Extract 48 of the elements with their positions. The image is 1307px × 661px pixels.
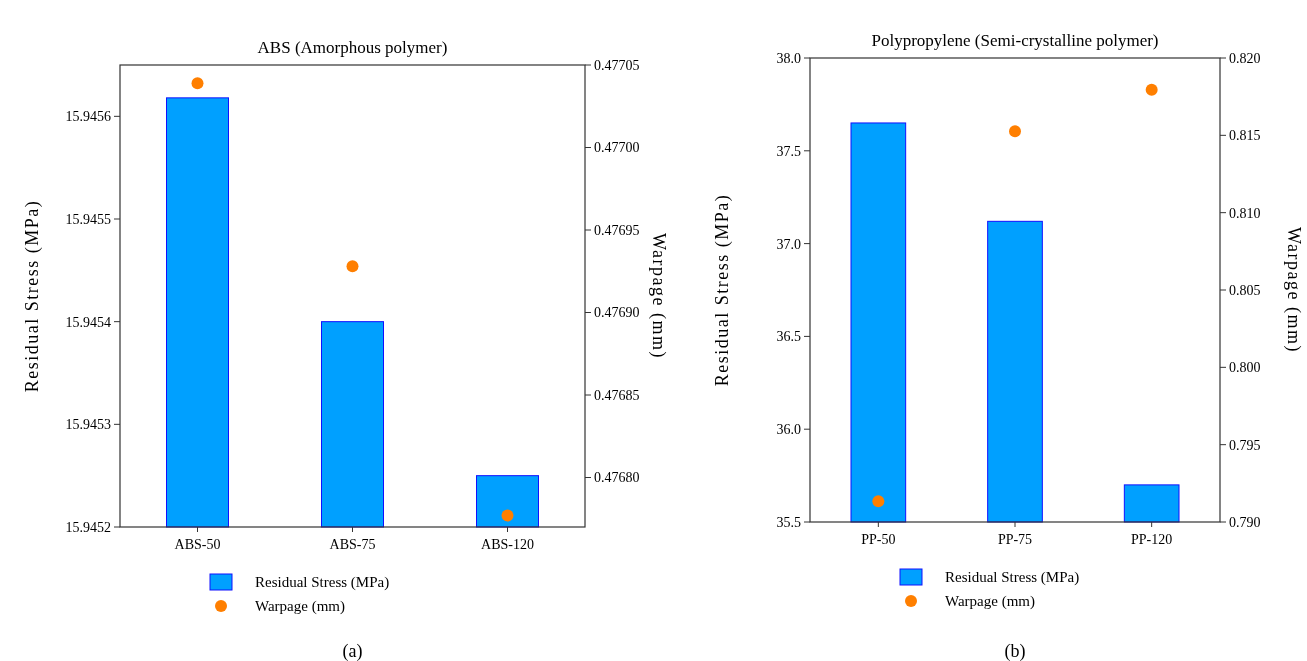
legend-label: Residual Stress (MPa) [255, 574, 390, 592]
x-tick-label: ABS-50 [174, 537, 221, 552]
y2-tick-label: 0.795 [1229, 437, 1261, 453]
text: (b) [1004, 641, 1026, 661]
y-tick-label: 37.5 [776, 143, 801, 159]
y2-tick-label: 0.820 [1229, 50, 1261, 66]
y2-tick-label: 0.47705 [594, 57, 640, 73]
point [501, 509, 514, 522]
point [346, 260, 359, 273]
y-tick-label: 15.9452 [65, 519, 111, 535]
y2-tick-label: 0.800 [1229, 360, 1261, 376]
point [1009, 125, 1021, 138]
y-tick-label: 35.5 [776, 514, 801, 530]
legend-label: Warpage (mm) [255, 598, 345, 616]
y2-tick-label: 0.47685 [594, 387, 640, 403]
y-tick-label: 37.0 [776, 236, 801, 252]
x-tick-label: PP-75 [997, 532, 1033, 547]
point [872, 495, 885, 508]
y-tick-label: 15.9453 [65, 417, 111, 433]
x-tick-label: ABS-75 [329, 537, 376, 552]
y-tick-label: 36.0 [776, 422, 801, 438]
y2-tick-label: 0.810 [1229, 205, 1261, 221]
legend-label: Residual Stress (MPa) [945, 569, 1080, 587]
legend-label: Warpage (mm) [945, 593, 1035, 611]
y-tick-label: 15.9455 [65, 211, 111, 227]
y2-tick-label: 0.790 [1229, 514, 1261, 530]
point [1145, 83, 1158, 96]
y2-tick-label: 0.47680 [594, 470, 640, 486]
x-tick-label: PP-50 [861, 532, 896, 547]
point [191, 77, 204, 90]
chart-title: ABS (Amorphous polymer) [257, 38, 448, 57]
y2-tick-label: 0.815 [1229, 128, 1261, 144]
text: (a) [342, 641, 363, 661]
y2-tick-label: 0.805 [1229, 282, 1261, 298]
y-tick-label: 38.0 [776, 50, 801, 66]
y-axis-title: Residual Stress (MPa) [22, 199, 43, 393]
y-tick-label: 15.9456 [65, 109, 111, 125]
x-tick-label: PP-120 [1131, 532, 1173, 547]
y2-tick-label: 0.47695 [594, 222, 640, 238]
y2-axis-title: Warpage (mm) [648, 233, 669, 359]
chart-title: Polypropylene (Semi-crystalline polymer) [871, 31, 1159, 50]
y2-axis-title: Warpage (mm) [1283, 227, 1304, 353]
x-tick-label: ABS-120 [481, 537, 534, 552]
y2-tick-label: 0.47700 [594, 140, 640, 156]
y-tick-label: 36.5 [776, 329, 801, 345]
y2-tick-label: 0.47690 [594, 305, 640, 321]
y-axis-title: Residual Stress (MPa) [712, 193, 733, 387]
y-tick-label: 15.9454 [65, 314, 111, 330]
